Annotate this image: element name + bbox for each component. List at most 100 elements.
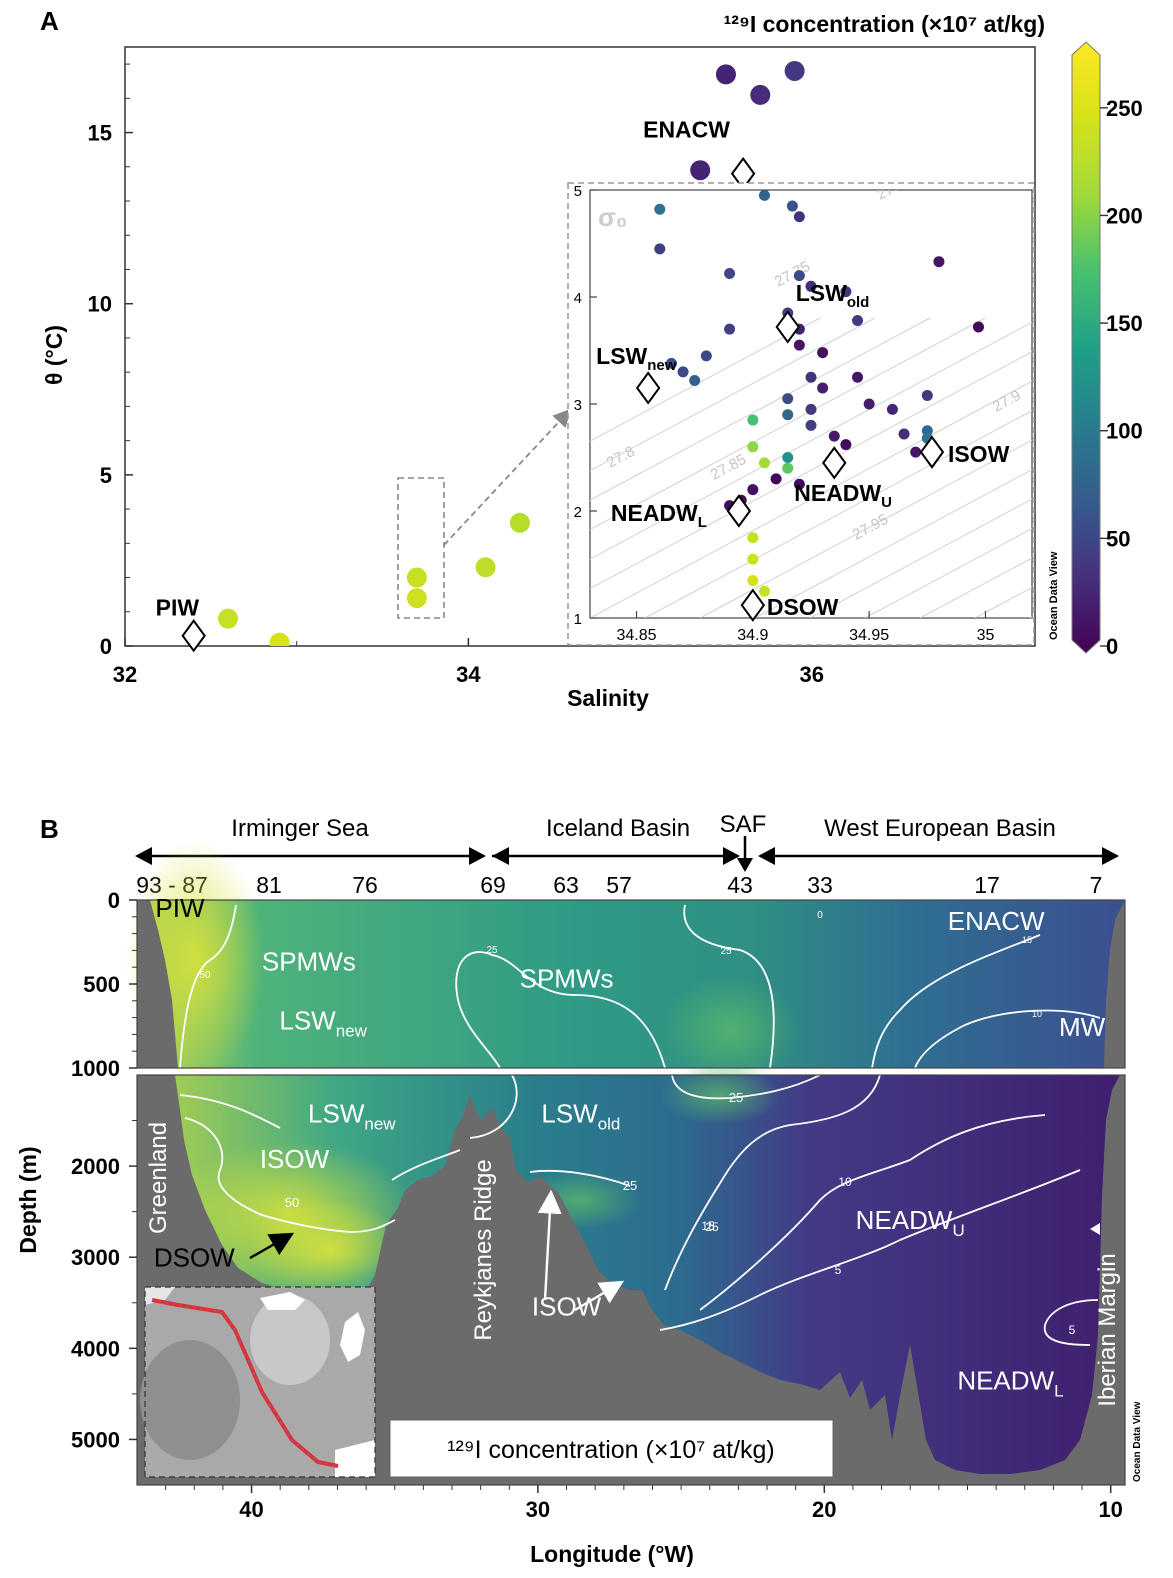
contour [871,934,1041,1069]
inset-data-point [782,409,794,421]
colorbar-title: ¹²⁹I concentration (×10⁷ at/kg) [724,11,1045,37]
station-number: 43 [727,872,753,898]
arrowhead [1102,847,1119,865]
iberian-marker [1090,1223,1100,1235]
inset-data-point [793,339,805,351]
legend-title: ¹²⁹I concentration (×10⁷ at/kg) [447,1436,775,1464]
b-x-tick-label: 20 [812,1497,836,1522]
panel-b-xlabel: Longitude (°W) [530,1541,694,1567]
inset-data-point [782,452,794,463]
inset-data-point [840,439,852,451]
section-water-mass-label: MW [1059,1012,1106,1042]
isopycnal-line [754,469,1032,618]
section-water-mass-label: SPMWs [262,947,356,977]
inset-y-tick-label: 2 [574,504,582,521]
contour [469,1074,518,1139]
inset-data-point [747,441,759,453]
data-point [509,512,530,533]
contour-labels: 50 25 25 25 0 15 10 25 50 25 10 15 5 5 [199,910,1075,1337]
contour [184,1117,396,1233]
inset-water-mass-marker [919,435,945,469]
y-tick-label: 0 [100,634,112,659]
inset-y-tick-label: 3 [574,397,582,414]
contour [671,1074,821,1100]
b-x-tick-label: 30 [526,1497,550,1522]
section-water-mass-label: PIW [155,893,205,923]
region-arrow-heads [135,847,1119,872]
panel-a-letter: A [40,6,59,36]
isopycnal-line [590,317,986,531]
inset-data-point [677,366,689,378]
region-irminger: Irminger Sea [231,815,369,842]
contour [1043,1299,1099,1346]
inset-x-tick-label: 34.9 [737,627,768,644]
label-greenland: Greenland [145,1122,172,1234]
inset-data-point [724,267,736,279]
colorbar-tick-label: 150 [1106,311,1143,336]
isopycnal-line [1140,318,1173,618]
section-upper-field [137,900,1125,1068]
inset-data-point [786,200,798,212]
isopycnal-line [590,351,1032,590]
isopycnal-line [590,321,1032,560]
isopycnal-line [919,557,1032,618]
inset-water-mass-marker [726,494,752,528]
data-point [406,588,427,609]
x-tick-label: 36 [800,662,824,687]
b-y-tick-label: 5000 [71,1427,120,1452]
location-map [140,1286,376,1478]
inset-water-mass-label: ISOW [948,441,1010,467]
inset-data-point [805,371,817,383]
inset-data-point [770,473,782,485]
inset-data-point [782,462,794,474]
data-point [784,60,805,81]
section-water-mass-label: ISOW [532,1292,602,1322]
cruise-track-center [151,1299,339,1467]
isopycnal-line [590,317,876,472]
isopycnal-line [644,410,1032,618]
map-ridge [250,1295,330,1385]
map-frame [144,1286,376,1478]
inset-data-point [747,575,759,587]
section-water-mass-label: DSOW [154,1242,235,1272]
station-number: 7 [1090,872,1103,898]
contour-label: 15 [701,1219,715,1233]
inset-data-point [747,414,759,426]
inset-data-point [972,321,984,333]
map-iceland [260,1292,305,1310]
contour [914,1009,1101,1069]
section-water-mass-label: NEADWU [856,1205,965,1240]
inset-data-point [910,446,922,458]
y-tick-label: 15 [88,121,112,146]
inset-data-point [758,190,770,201]
section-upper [125,840,1126,1085]
zoom-box [397,477,445,619]
panel-a-ylabel: θ (°C) [41,325,67,385]
b-y-tick-label: 2000 [71,1154,120,1179]
contour [683,904,775,1069]
isopycnal-line [590,317,821,442]
inset-data-point [654,243,666,255]
inset-data-point [700,350,712,362]
contour-label: 5 [1069,1323,1076,1337]
inset-y-tick-label: 1 [574,611,582,628]
isopycnal-line [590,317,931,501]
label-reykjanes: Reykjanes Ridge [470,1159,497,1340]
inset-ticks: 34.85 34.9 34.95 35 1 2 3 4 5 [574,183,995,644]
inset-data-point [747,484,759,496]
inset-data-point [724,323,736,335]
b-y-tick-label: 3000 [71,1245,120,1270]
inset-data-point [817,382,829,394]
contour-label: 50 [285,1195,299,1210]
inset-water-mass-label: DSOW [767,594,839,620]
contour-label: 50 [199,970,211,981]
inset-water-mass-marker [635,371,661,405]
station-number: 69 [480,872,506,898]
colorbar-tick-label: 50 [1106,526,1130,551]
inset-data-point [654,203,666,215]
inset-data-point [747,532,759,544]
arrowhead [492,847,509,865]
inset-data-point [805,419,817,431]
inset-water-mass-marker [775,310,800,344]
